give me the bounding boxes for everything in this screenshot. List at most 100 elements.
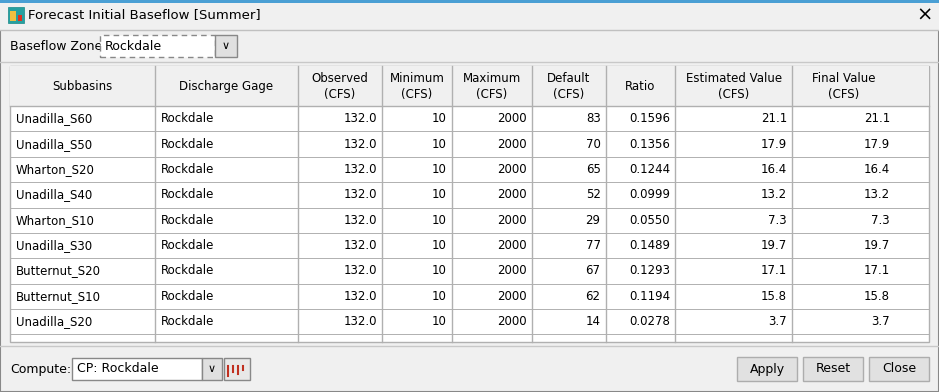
Text: 2000: 2000 <box>498 214 527 227</box>
Text: 0.0999: 0.0999 <box>629 188 670 201</box>
Bar <box>8 7 24 23</box>
Text: 2000: 2000 <box>498 239 527 252</box>
Text: Maximum
(CFS): Maximum (CFS) <box>463 71 521 100</box>
Text: 2000: 2000 <box>498 112 527 125</box>
Text: 10: 10 <box>432 188 447 201</box>
Text: Baseflow Zone:: Baseflow Zone: <box>10 40 106 53</box>
Text: 132.0: 132.0 <box>344 239 377 252</box>
Text: 2000: 2000 <box>498 138 527 151</box>
Text: 17.9: 17.9 <box>761 138 787 151</box>
Text: 0.1194: 0.1194 <box>629 290 670 303</box>
Bar <box>0 0 939 3</box>
Text: 132.0: 132.0 <box>344 112 377 125</box>
Text: 77: 77 <box>586 239 601 252</box>
Text: 19.7: 19.7 <box>761 239 787 252</box>
Text: Observed
(CFS): Observed (CFS) <box>312 71 368 100</box>
Text: ∨: ∨ <box>208 364 216 374</box>
Text: 10: 10 <box>432 138 447 151</box>
Text: Unadilla_S60: Unadilla_S60 <box>16 112 92 125</box>
Text: Minimum
(CFS): Minimum (CFS) <box>390 71 444 100</box>
Text: 3.7: 3.7 <box>768 315 787 328</box>
Text: Forecast Initial Baseflow [Summer]: Forecast Initial Baseflow [Summer] <box>28 9 261 22</box>
Text: 0.1596: 0.1596 <box>629 112 670 125</box>
Text: 21.1: 21.1 <box>864 112 890 125</box>
Text: Subbasins: Subbasins <box>53 80 113 93</box>
Text: Butternut_S20: Butternut_S20 <box>16 265 101 278</box>
Text: Discharge Gage: Discharge Gage <box>179 80 273 93</box>
Text: 132.0: 132.0 <box>344 265 377 278</box>
Bar <box>737 357 797 381</box>
Text: 0.1489: 0.1489 <box>629 239 670 252</box>
Text: 83: 83 <box>586 112 601 125</box>
Text: 15.8: 15.8 <box>864 290 890 303</box>
Text: Final Value
(CFS): Final Value (CFS) <box>812 71 875 100</box>
Text: 67: 67 <box>586 265 601 278</box>
Text: 10: 10 <box>432 239 447 252</box>
Text: Unadilla_S20: Unadilla_S20 <box>16 315 92 328</box>
Text: 70: 70 <box>586 138 601 151</box>
Bar <box>202 358 222 380</box>
Text: Rockdale: Rockdale <box>162 214 215 227</box>
Text: 2000: 2000 <box>498 163 527 176</box>
Text: Reset: Reset <box>815 363 851 376</box>
Text: 132.0: 132.0 <box>344 315 377 328</box>
Text: Wharton_S10: Wharton_S10 <box>16 214 95 227</box>
Text: Rockdale: Rockdale <box>162 290 215 303</box>
Text: 0.0550: 0.0550 <box>630 214 670 227</box>
Text: Ratio: Ratio <box>625 80 655 93</box>
Text: 132.0: 132.0 <box>344 214 377 227</box>
Text: 0.0278: 0.0278 <box>629 315 670 328</box>
Text: 0.1293: 0.1293 <box>629 265 670 278</box>
Text: 7.3: 7.3 <box>871 214 890 227</box>
Text: 132.0: 132.0 <box>344 163 377 176</box>
Text: Butternut_S10: Butternut_S10 <box>16 290 101 303</box>
Text: 62: 62 <box>586 290 601 303</box>
Text: 29: 29 <box>586 214 601 227</box>
Bar <box>215 35 237 57</box>
Text: 15.8: 15.8 <box>762 290 787 303</box>
Text: 3.7: 3.7 <box>871 315 890 328</box>
Bar <box>0 0 939 30</box>
Bar <box>224 358 250 380</box>
Text: 10: 10 <box>432 290 447 303</box>
Text: Rockdale: Rockdale <box>162 315 215 328</box>
Bar <box>10 66 929 342</box>
Text: 17.1: 17.1 <box>864 265 890 278</box>
Text: CP: Rockdale: CP: Rockdale <box>77 363 159 376</box>
Text: 17.9: 17.9 <box>864 138 890 151</box>
Text: 14: 14 <box>586 315 601 328</box>
Text: 13.2: 13.2 <box>761 188 787 201</box>
Text: Wharton_S20: Wharton_S20 <box>16 163 95 176</box>
Text: 10: 10 <box>432 315 447 328</box>
Text: Rockdale: Rockdale <box>162 112 215 125</box>
Text: Unadilla_S30: Unadilla_S30 <box>16 239 92 252</box>
Bar <box>72 358 202 380</box>
Text: 2000: 2000 <box>498 290 527 303</box>
Text: Unadilla_S50: Unadilla_S50 <box>16 138 92 151</box>
Text: Rockdale: Rockdale <box>162 265 215 278</box>
Text: Default
(CFS): Default (CFS) <box>547 71 591 100</box>
Text: 19.7: 19.7 <box>864 239 890 252</box>
Text: 17.1: 17.1 <box>761 265 787 278</box>
Text: Close: Close <box>882 363 916 376</box>
Text: 10: 10 <box>432 214 447 227</box>
Text: 2000: 2000 <box>498 265 527 278</box>
Text: Estimated Value
(CFS): Estimated Value (CFS) <box>685 71 782 100</box>
Text: Rockdale: Rockdale <box>162 239 215 252</box>
Text: 52: 52 <box>586 188 601 201</box>
Text: 10: 10 <box>432 265 447 278</box>
Text: 0.1244: 0.1244 <box>629 163 670 176</box>
Text: 2000: 2000 <box>498 315 527 328</box>
Text: ×: × <box>916 5 933 25</box>
Text: Rockdale: Rockdale <box>162 138 215 151</box>
Text: 13.2: 13.2 <box>864 188 890 201</box>
Text: 10: 10 <box>432 163 447 176</box>
Text: 65: 65 <box>586 163 601 176</box>
Text: Compute:: Compute: <box>10 363 71 376</box>
Text: 132.0: 132.0 <box>344 188 377 201</box>
Bar <box>10 11 16 21</box>
Text: 21.1: 21.1 <box>761 112 787 125</box>
Text: 132.0: 132.0 <box>344 138 377 151</box>
Text: Rockdale: Rockdale <box>162 188 215 201</box>
Text: Apply: Apply <box>749 363 785 376</box>
